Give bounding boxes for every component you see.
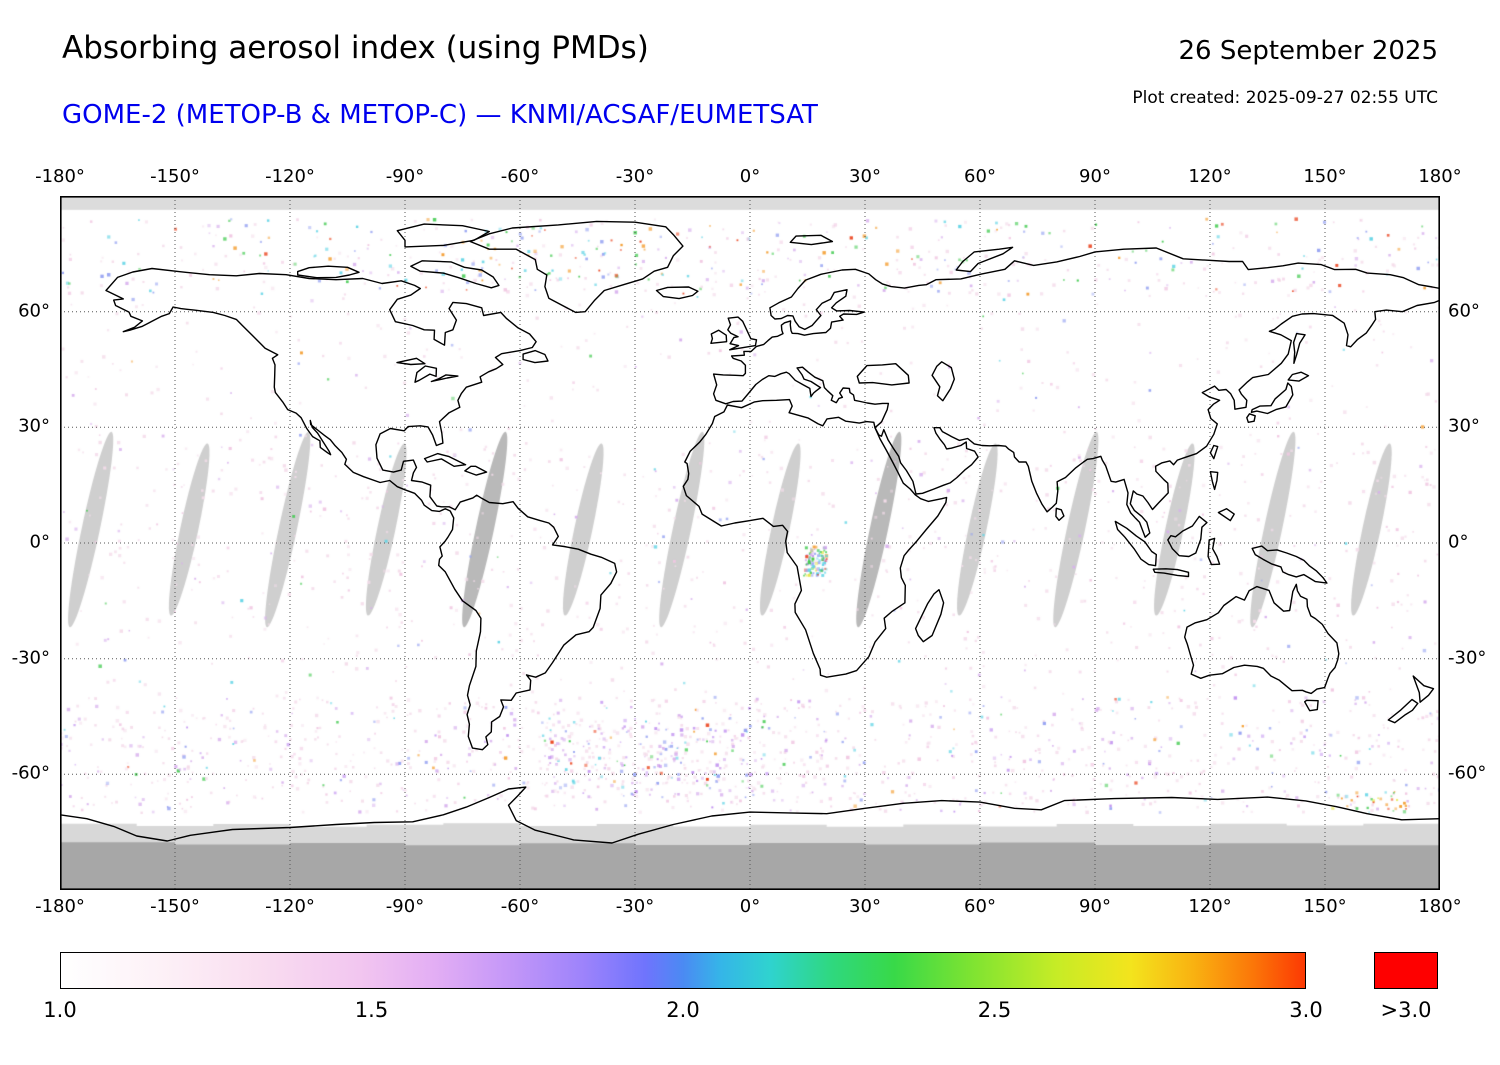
lon-tick-label: -60° <box>500 166 540 187</box>
colorbar-overflow-box <box>1374 952 1438 989</box>
colorbar-tick-label: 1.5 <box>354 998 389 1022</box>
lat-tick-label: -30° <box>1448 647 1487 669</box>
lon-tick-label: 90° <box>1079 166 1111 187</box>
colorbar-overflow-label: >3.0 <box>1380 998 1432 1022</box>
lon-tick-label: -180° <box>35 166 85 187</box>
lon-tick-label: 120° <box>1188 896 1232 917</box>
lon-tick-label: 120° <box>1188 166 1232 187</box>
lon-tick-label: -150° <box>150 896 200 917</box>
colorbar-tick-label: 3.0 <box>1289 998 1323 1022</box>
lon-tick-label: -180° <box>35 896 85 917</box>
lat-ticks-left: 60° 30° 0° -30° -60° <box>0 0 54 1065</box>
lat-tick-label: -60° <box>1448 762 1487 784</box>
plot-subtitle: GOME-2 (METOP-B & METOP-C) — KNMI/ACSAF/… <box>62 100 818 130</box>
lon-tick-label: 150° <box>1303 166 1347 187</box>
lon-ticks-bottom: -180° -150° -120° -90° -60° -30° 0° 30° 60° 90° 12… <box>0 896 1500 918</box>
lon-tick-label: 30° <box>849 896 881 917</box>
lon-tick-label: 0° <box>739 166 761 187</box>
colorbar-ticks: 1.0 1.5 2.0 2.5 3.0 >3.0 <box>0 998 1500 1026</box>
lat-tick-label: 30° <box>18 415 50 437</box>
lon-tick-label: 0° <box>739 896 761 917</box>
lon-tick-label: 90° <box>1079 896 1111 917</box>
lon-tick-label: 150° <box>1303 896 1347 917</box>
aerosol-data-layer <box>60 196 1440 890</box>
lat-tick-label: -30° <box>11 647 50 669</box>
lat-tick-label: 60° <box>18 300 50 322</box>
lon-tick-label: 180° <box>1418 896 1462 917</box>
colorbar-tick-label: 1.0 <box>43 998 77 1022</box>
lon-ticks-top: -180° -150° -120° -90° -60° -30° 0° 30° 60° 90° 12… <box>0 166 1500 188</box>
lat-tick-label: 30° <box>1448 415 1480 437</box>
lon-tick-label: 180° <box>1418 166 1462 187</box>
lon-tick-label: -30° <box>615 896 655 917</box>
lon-tick-label: 30° <box>849 166 881 187</box>
lat-ticks-right: 60° 30° 0° -30° -60° <box>1446 0 1500 1065</box>
colorbar-tick-label: 2.0 <box>666 998 700 1022</box>
colorbar-gradient <box>60 952 1306 989</box>
lon-tick-label: -120° <box>265 166 315 187</box>
plot-title: Absorbing aerosol index (using PMDs) <box>62 30 649 66</box>
colorbar-tick-label: 2.5 <box>977 998 1012 1022</box>
lon-tick-label: -90° <box>385 896 425 917</box>
map-coastlines-grid <box>60 196 1440 890</box>
lon-tick-label: -60° <box>500 896 540 917</box>
lat-tick-label: 0° <box>29 531 50 553</box>
lon-tick-label: -30° <box>615 166 655 187</box>
lat-tick-label: 0° <box>1448 531 1469 553</box>
lon-tick-label: -120° <box>265 896 315 917</box>
lon-tick-label: 60° <box>964 166 996 187</box>
lon-tick-label: -90° <box>385 166 425 187</box>
lon-tick-label: -150° <box>150 166 200 187</box>
plot-date: 26 September 2025 <box>1178 36 1439 66</box>
lon-tick-label: 60° <box>964 896 996 917</box>
lat-tick-label: -60° <box>11 762 50 784</box>
lat-tick-label: 60° <box>1448 300 1480 322</box>
plot-created-timestamp: Plot created: 2025-09-27 02:55 UTC <box>1132 88 1438 108</box>
